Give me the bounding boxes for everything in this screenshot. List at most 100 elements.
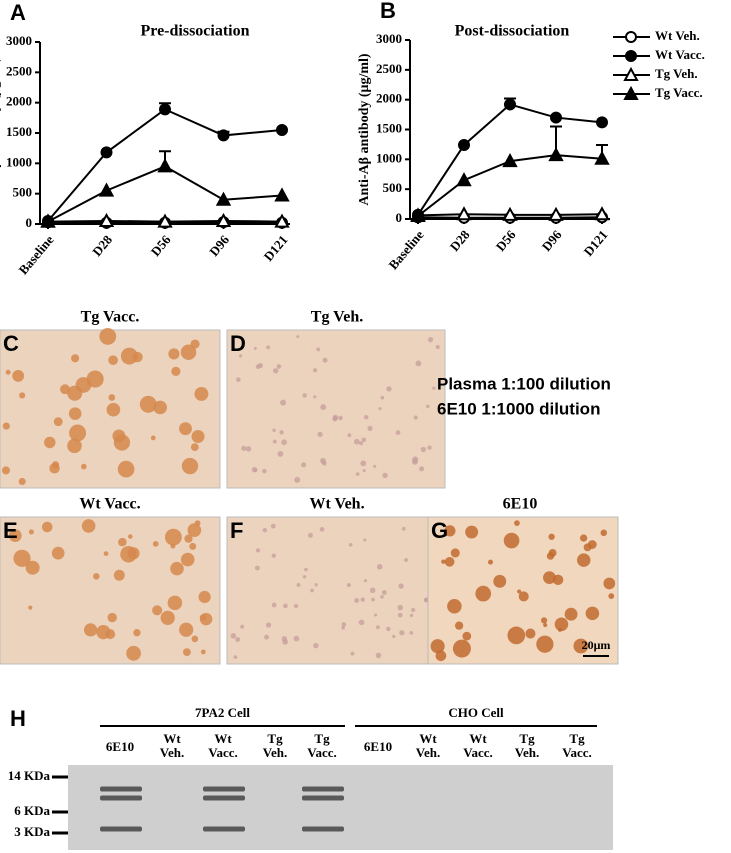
nucleus bbox=[412, 456, 419, 463]
plaque bbox=[573, 638, 589, 654]
data-point bbox=[550, 111, 562, 124]
nucleus bbox=[302, 393, 307, 398]
nucleus bbox=[307, 532, 313, 538]
plaque bbox=[8, 529, 22, 543]
plaque bbox=[152, 605, 163, 616]
nucleus bbox=[404, 558, 409, 562]
legend-marker bbox=[625, 31, 637, 43]
nucleus bbox=[304, 567, 308, 572]
plaque bbox=[187, 523, 202, 537]
blot-band bbox=[100, 826, 142, 832]
nucleus bbox=[411, 607, 416, 613]
y-tick-label: 0 bbox=[396, 210, 403, 225]
plaque bbox=[514, 520, 520, 527]
data-point bbox=[98, 212, 115, 227]
nucleus bbox=[360, 597, 365, 602]
y-tick-label: 2000 bbox=[6, 94, 32, 109]
nucleus bbox=[279, 430, 284, 435]
panel-label: F bbox=[230, 518, 243, 543]
panel-label: A bbox=[10, 0, 26, 25]
lane-label: Vacc. bbox=[307, 745, 337, 760]
y-tick-label: 2000 bbox=[376, 91, 402, 106]
plaque bbox=[548, 533, 555, 540]
plaque bbox=[13, 549, 31, 567]
nucleus bbox=[281, 439, 287, 446]
nucleus bbox=[235, 637, 241, 642]
legend-marker bbox=[623, 85, 639, 100]
y-tick-label: 0 bbox=[26, 215, 33, 230]
plaque bbox=[199, 612, 213, 626]
plaque bbox=[19, 392, 26, 399]
nucleus bbox=[353, 438, 360, 445]
plaque bbox=[583, 543, 592, 552]
nucleus bbox=[359, 441, 364, 446]
data-point bbox=[594, 206, 610, 221]
nucleus bbox=[420, 446, 427, 453]
nucleus bbox=[283, 603, 288, 609]
blot-band bbox=[100, 786, 142, 792]
plaque bbox=[81, 519, 96, 533]
lane-label: Tg bbox=[519, 731, 535, 746]
plaque bbox=[126, 645, 141, 661]
nucleus bbox=[321, 460, 327, 466]
nucleus bbox=[346, 582, 351, 588]
nucleus bbox=[272, 368, 279, 374]
nucleus bbox=[280, 399, 287, 406]
blot-band bbox=[203, 795, 245, 801]
plaque bbox=[28, 605, 33, 610]
plaque bbox=[127, 547, 140, 560]
nucleus bbox=[293, 603, 299, 609]
nucleus bbox=[236, 377, 241, 382]
plaque bbox=[579, 534, 588, 542]
plaque bbox=[191, 635, 199, 643]
nucleus bbox=[376, 563, 383, 570]
plaque bbox=[28, 529, 34, 535]
legend-marker bbox=[625, 50, 637, 62]
plaque bbox=[164, 528, 182, 546]
nucleus bbox=[338, 415, 343, 421]
nucleus bbox=[367, 425, 373, 431]
data-point bbox=[215, 191, 232, 206]
blot-band bbox=[302, 795, 344, 801]
nucleus bbox=[386, 386, 392, 392]
data-point bbox=[502, 153, 518, 168]
x-tick-label: Baseline bbox=[15, 232, 56, 277]
plaque bbox=[430, 639, 445, 654]
nucleus bbox=[369, 587, 376, 594]
plaque bbox=[139, 395, 157, 413]
nucleus bbox=[264, 634, 270, 640]
nucleus bbox=[296, 335, 300, 339]
plaque bbox=[454, 621, 464, 630]
x-tick-label: D56 bbox=[493, 227, 519, 254]
nucleus bbox=[319, 527, 325, 532]
nucleus bbox=[358, 619, 365, 626]
nucleus bbox=[314, 583, 318, 587]
plaque bbox=[450, 548, 460, 558]
plaque bbox=[71, 354, 80, 363]
data-point bbox=[504, 98, 516, 111]
plaque bbox=[68, 407, 82, 420]
lane-label: Tg bbox=[569, 731, 585, 746]
blot-image bbox=[68, 765, 613, 850]
nucleus bbox=[253, 346, 257, 350]
y-axis-label: Anti-Aβ antibody (μg/ml) bbox=[0, 57, 2, 210]
nucleus bbox=[301, 462, 307, 468]
nucleus bbox=[415, 360, 422, 367]
image-title: Tg Vacc. bbox=[81, 309, 140, 326]
plaque bbox=[546, 552, 555, 560]
plaque bbox=[107, 612, 117, 623]
nucleus bbox=[270, 523, 276, 529]
plaque bbox=[180, 344, 197, 360]
blot-band bbox=[100, 795, 142, 801]
nucleus bbox=[363, 538, 367, 542]
data-point bbox=[548, 147, 564, 162]
plaque bbox=[92, 573, 100, 580]
image-title: 6E10 bbox=[503, 496, 538, 513]
plaque bbox=[127, 534, 133, 539]
plaque bbox=[444, 525, 456, 537]
nucleus bbox=[399, 630, 405, 636]
plaque bbox=[1, 466, 11, 475]
image-title: Tg Veh. bbox=[311, 309, 363, 326]
